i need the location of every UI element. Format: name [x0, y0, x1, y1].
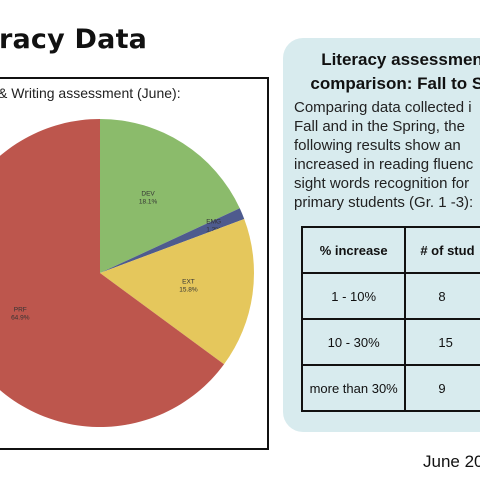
column-header-number-of-students: # of stud: [404, 226, 480, 274]
table-row: more than 30% 9: [300, 364, 480, 412]
chart-heading: & Writing assessment (June):: [0, 85, 181, 101]
card-description-line: primary students (Gr. 1 -3):: [294, 194, 474, 211]
pie-chart-panel: & Writing assessment (June): DEV 18.1% EMG…: [0, 77, 269, 450]
card-heading-line-2: comparison: Fall to Sp: [310, 74, 480, 93]
increase-table: % increase # of stud 1 - 10% 8 10 - 30% …: [300, 226, 480, 412]
table-cell: more than 30%: [300, 364, 407, 412]
table-cell: 8: [404, 272, 480, 320]
comparison-card: Literacy assessmen comparison: Fall to S…: [283, 38, 480, 432]
slice-percent-label: 15.8%: [179, 286, 198, 293]
slice-percent-label: 64.9%: [11, 314, 30, 321]
table-header-row: % increase # of stud: [300, 226, 480, 274]
table-cell: 10 - 30%: [300, 318, 407, 366]
card-description-line: following results show an: [294, 137, 461, 154]
card-description-line: Fall and in the Spring, the: [294, 118, 465, 135]
table-cell: 15: [404, 318, 480, 366]
pie-slice-dev: [100, 119, 240, 273]
footer-date: June 20: [423, 452, 480, 471]
table-row: 1 - 10% 8: [300, 272, 480, 320]
pie-slice-emg: [100, 208, 245, 273]
card-heading: Literacy assessmen comparison: Fall to S…: [297, 48, 480, 96]
card-description-line: increased in reading fluenc: [294, 156, 474, 173]
card-heading-line-1: Literacy assessmen: [321, 50, 480, 69]
slice-percent-label: 1.2%: [206, 226, 221, 233]
table-cell: 1 - 10%: [300, 272, 407, 320]
pie-slice-prf: [0, 119, 225, 427]
slice-label: DEV: [141, 191, 155, 198]
slice-label: PRF: [14, 306, 27, 313]
table-row: 10 - 30% 15: [300, 318, 480, 366]
card-description-line: sight words recognition for: [294, 175, 470, 192]
table-cell: 9: [404, 364, 480, 412]
card-description-line: Comparing data collected i: [294, 99, 472, 116]
slice-label: EXT: [182, 278, 195, 285]
slice-percent-label: 18.1%: [139, 199, 158, 206]
card-description: Comparing data collected i Fall and in t…: [294, 98, 480, 212]
column-header-percent-increase: % increase: [300, 226, 407, 274]
pie-slice-ext: [100, 219, 254, 365]
page-title: racy Data: [0, 24, 148, 55]
slice-label: EMG: [206, 218, 221, 225]
